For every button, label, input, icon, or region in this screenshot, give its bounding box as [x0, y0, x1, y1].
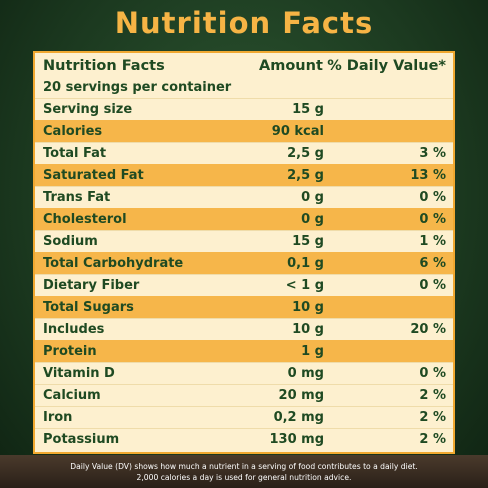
panel-heading: Nutrition Facts — [43, 58, 165, 74]
nutrient-amount: 0,1 g — [287, 256, 324, 271]
nutrient-row: Protein 1 g — [35, 340, 453, 362]
dv-header: % Daily Value* — [327, 58, 446, 74]
footer-line: 2,000 calories a day is used for general… — [136, 473, 352, 482]
nutrient-dv: 1 % — [419, 234, 446, 249]
nutrient-dv: 0 % — [419, 366, 446, 381]
nutrient-amount: 1 g — [301, 344, 324, 359]
nutrient-label: Includes — [43, 322, 105, 337]
nutrient-row: Iron 0,2 mg 2 % — [35, 406, 453, 428]
nutrient-row: Sodium 15 g 1 % — [35, 230, 453, 252]
nutrient-dv: 20 % — [410, 322, 446, 337]
nutrient-amount: 0 g — [301, 212, 324, 227]
nutrient-row: Calcium 20 mg 2 % — [35, 384, 453, 406]
nutrient-dv: 13 % — [410, 168, 446, 183]
nutrition-panel: Nutrition Facts Amount % Daily Value* 20… — [33, 51, 455, 454]
nutrient-row: Trans Fat 0 g 0 % — [35, 186, 453, 208]
nutrient-row: Saturated Fat 2,5 g 13 % — [35, 164, 453, 186]
nutrient-row: Potassium 130 mg 2 % — [35, 428, 453, 450]
nutrient-row: Total Carbohydrate 0,1 g 6 % — [35, 252, 453, 274]
nutrient-dv: 2 % — [419, 410, 446, 425]
nutrient-row: Total Fat 2,5 g 3 % — [35, 142, 453, 164]
nutrient-amount: 2,5 g — [287, 168, 324, 183]
nutrient-amount: 90 kcal — [271, 124, 324, 139]
nutrient-dv: 3 % — [419, 146, 446, 161]
nutrient-amount: 0 mg — [287, 366, 324, 381]
nutrient-amount: 2,5 g — [287, 146, 324, 161]
footer: Daily Value (DV) shows how much a nutrie… — [0, 461, 488, 483]
nutrient-amount: 20 mg — [278, 388, 324, 403]
nutrient-row: Cholesterol 0 g 0 % — [35, 208, 453, 230]
nutrient-amount: 130 mg — [269, 432, 324, 447]
nutrient-label: Calcium — [43, 388, 101, 403]
nutrient-dv: 2 % — [419, 388, 446, 403]
nutrient-row: Includes 10 g 20 % — [35, 318, 453, 340]
nutrient-amount: 15 g — [292, 234, 324, 249]
footer-line: Daily Value (DV) shows how much a nutrie… — [70, 462, 418, 471]
nutrient-amount: 10 g — [292, 300, 324, 315]
nutrient-label: Sodium — [43, 234, 98, 249]
nutrient-label: Total Fat — [43, 146, 107, 161]
servings: 20 servings per container — [43, 80, 232, 95]
nutrient-label: Protein — [43, 344, 97, 359]
nutrient-row: Dietary Fiber < 1 g 0 % — [35, 274, 453, 296]
nutrient-dv: 0 % — [419, 212, 446, 227]
nutrient-dv: 2 % — [419, 432, 446, 447]
nutrient-label: Total Carbohydrate — [43, 256, 184, 271]
nutrient-label: Cholesterol — [43, 212, 127, 227]
nutrient-row: Serving size 15 g — [35, 98, 453, 120]
nutrient-row: Vitamin D 0 mg 0 % — [35, 362, 453, 384]
nutrient-dv: 0 % — [419, 278, 446, 293]
nutrient-label: Trans Fat — [43, 190, 111, 205]
nutrient-label: Vitamin D — [43, 366, 115, 381]
nutrient-label: Iron — [43, 410, 73, 425]
nutrient-dv: 6 % — [419, 256, 446, 271]
nutrient-label: Potassium — [43, 432, 120, 447]
nutrient-amount: 0,2 mg — [273, 410, 324, 425]
nutrient-label: Dietary Fiber — [43, 278, 140, 293]
nutrient-row: Total Sugars 10 g — [35, 296, 453, 318]
amount-header: Amount — [259, 58, 323, 74]
nutrient-label: Total Sugars — [43, 300, 134, 315]
nutrient-label: Calories — [43, 124, 103, 139]
nutrient-amount: 15 g — [292, 102, 324, 117]
nutrient-label: Saturated Fat — [43, 168, 144, 183]
nutrient-label: Serving size — [43, 102, 133, 117]
nutrient-row: Calories 90 kcal — [35, 120, 453, 142]
title: Nutrition Facts — [114, 6, 374, 40]
background-floor — [0, 455, 488, 488]
nutrient-amount: 10 g — [292, 322, 324, 337]
nutrient-amount: 0 g — [301, 190, 324, 205]
nutrient-dv: 0 % — [419, 190, 446, 205]
nutrient-amount: < 1 g — [285, 278, 324, 293]
